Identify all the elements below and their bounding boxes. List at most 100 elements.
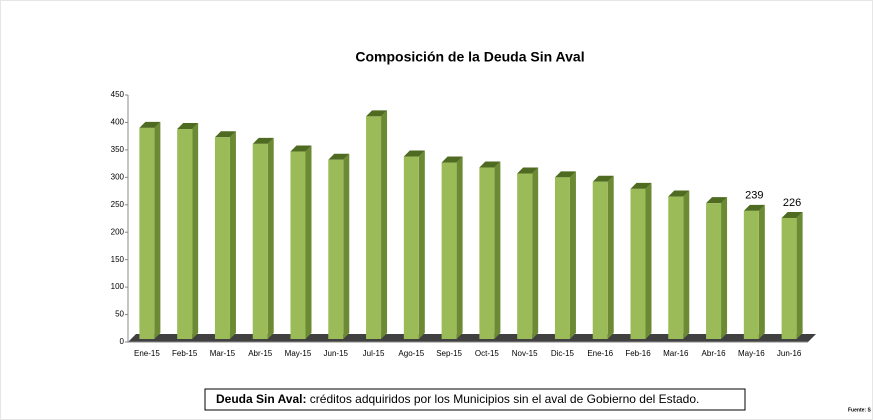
note-term: Deuda Sin Aval: [216, 392, 306, 406]
y-tick-label: 350 [111, 145, 125, 154]
bar-front [177, 129, 193, 339]
bar-side [721, 197, 728, 339]
bar-top [706, 197, 728, 204]
bar-front [668, 196, 684, 339]
x-tick-label: Oct-15 [475, 349, 500, 358]
x-tick-label: May-15 [285, 349, 312, 358]
x-tick-label: Feb-15 [172, 349, 198, 358]
y-tick-label: 450 [111, 90, 125, 99]
source: Fuente: S [848, 407, 871, 413]
bar-front [252, 143, 268, 339]
bar-front [517, 173, 533, 339]
bar-front [592, 181, 608, 339]
bar-side [796, 211, 803, 339]
bar-front [366, 116, 382, 339]
bar [214, 131, 236, 339]
bar-side [532, 167, 539, 339]
x-tick-label: Jul-15 [363, 349, 385, 358]
bar-top [743, 204, 765, 211]
bar-top [630, 182, 652, 189]
bar-side [645, 182, 652, 339]
bar-top [781, 211, 803, 218]
bar [403, 150, 425, 339]
y-tick-label: 400 [111, 118, 125, 127]
bar-side [267, 137, 274, 339]
bar-front [781, 217, 797, 339]
y-tick-label: 0 [120, 337, 125, 346]
bar-top [366, 110, 388, 117]
data-label: 239 [745, 190, 763, 202]
bar-top [139, 121, 161, 128]
y-tick-label: 250 [111, 200, 125, 209]
x-tick-label: Abr-15 [248, 349, 273, 358]
bar-side [381, 110, 388, 339]
bar-side [343, 153, 350, 339]
bar-top [403, 150, 425, 157]
bar-front [554, 177, 570, 339]
bar [139, 121, 161, 339]
bar-front [479, 167, 495, 339]
x-tick-label: Mar-15 [210, 349, 236, 358]
bar [290, 145, 312, 339]
x-tick-label: Jun-15 [324, 349, 349, 358]
bar [479, 161, 501, 339]
x-tick-label: Sep-15 [436, 349, 462, 358]
y-tick-label: 50 [115, 310, 124, 319]
bar-top [214, 131, 236, 138]
note-box [204, 388, 746, 411]
bar [328, 153, 350, 339]
bar-top [290, 145, 312, 152]
bar [743, 204, 765, 339]
bar [668, 190, 690, 339]
x-tick-label: Ago-15 [398, 349, 424, 358]
bar [252, 137, 274, 339]
bar-side [192, 123, 199, 339]
bar-front [706, 203, 722, 339]
bar-front [441, 162, 457, 339]
bar-front [328, 159, 344, 339]
bar-top [177, 123, 199, 130]
bar-top [441, 156, 463, 163]
bar-side [494, 161, 501, 339]
bar-top [554, 171, 576, 178]
x-tick-label: Mar-16 [663, 349, 689, 358]
bar-side [229, 131, 236, 339]
bar-top [479, 161, 501, 168]
y-tick-label: 300 [111, 172, 125, 181]
note-text: créditos adquiridos por los Municipios s… [306, 392, 699, 406]
bar-side [154, 121, 161, 339]
bar-front [743, 210, 759, 339]
x-tick-label: May-16 [738, 349, 765, 358]
data-label: 226 [783, 197, 801, 209]
bar-side [607, 175, 614, 339]
bar [366, 110, 388, 339]
bar [781, 211, 803, 339]
x-tick-label: Feb-16 [625, 349, 651, 358]
bar [554, 171, 576, 339]
bar-top [252, 137, 274, 144]
bar [441, 156, 463, 339]
bar-side [305, 145, 312, 339]
x-tick-label: Ene-16 [587, 349, 613, 358]
bar-front [403, 156, 419, 339]
bar-side [683, 190, 690, 339]
bar-top [328, 153, 350, 160]
bar [177, 123, 199, 339]
bar-front [630, 188, 646, 339]
x-tick-label: Ene-15 [134, 349, 160, 358]
bar-front [214, 137, 230, 339]
bar [706, 197, 728, 339]
x-tick-label: Nov-15 [512, 349, 538, 358]
bar [630, 182, 652, 339]
x-tick-label: Abr-16 [702, 349, 727, 358]
y-tick-label: 200 [111, 227, 125, 236]
x-tick-label: Jun-16 [777, 349, 802, 358]
bar-top [668, 190, 690, 197]
y-tick-label: 100 [111, 282, 125, 291]
x-tick-label: Dic-15 [551, 349, 575, 358]
bar-side [418, 150, 425, 339]
bar-top [592, 175, 614, 182]
bar-front [139, 127, 155, 339]
bar-top [517, 167, 539, 174]
